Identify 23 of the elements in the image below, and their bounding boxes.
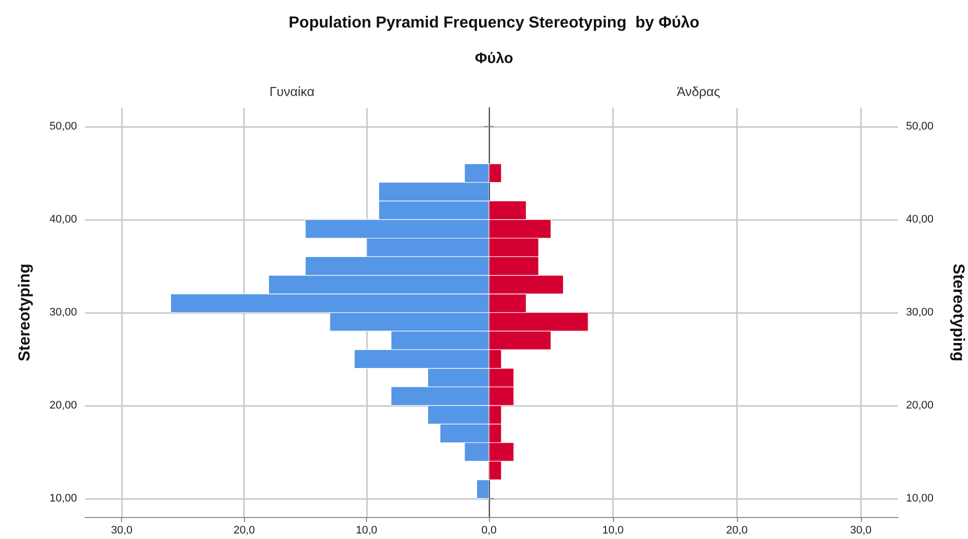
x-tick-label: 30,0 xyxy=(111,524,132,536)
text: Γυναίκα xyxy=(269,84,315,99)
y-tick-label: 10,00 xyxy=(49,492,77,504)
x-tick-label: 10,0 xyxy=(356,524,378,536)
x-tick-label: 0,0 xyxy=(481,524,497,536)
x-tick-label: 30,0 xyxy=(850,524,872,536)
y-tick-label: 20,00 xyxy=(906,399,934,412)
y-tick-label: 10,00 xyxy=(906,492,934,504)
chart-subtitle: Φύλο xyxy=(474,50,514,67)
y-tick-label: 50,00 xyxy=(49,120,77,133)
x-tick-label: 10,0 xyxy=(602,524,624,536)
x-tick-label: 20,0 xyxy=(233,524,255,536)
y-tick-label: 40,00 xyxy=(49,214,77,226)
y-tick-label: 50,00 xyxy=(906,120,934,133)
y-tick-label: 30,00 xyxy=(906,306,934,318)
y-axis-title: Stereotyping xyxy=(950,264,966,362)
chart-title: Population Pyramid Frequency Stereotyping by Φύλο xyxy=(288,14,700,32)
y-axis-title: Stereotyping xyxy=(16,264,34,362)
y-tick-label: 40,00 xyxy=(906,214,934,226)
y-tick-label: 30,00 xyxy=(49,306,77,318)
y-tick-label: 20,00 xyxy=(49,399,77,412)
x-tick-label: 20,0 xyxy=(726,524,748,536)
text: Άνδρας xyxy=(676,84,720,99)
